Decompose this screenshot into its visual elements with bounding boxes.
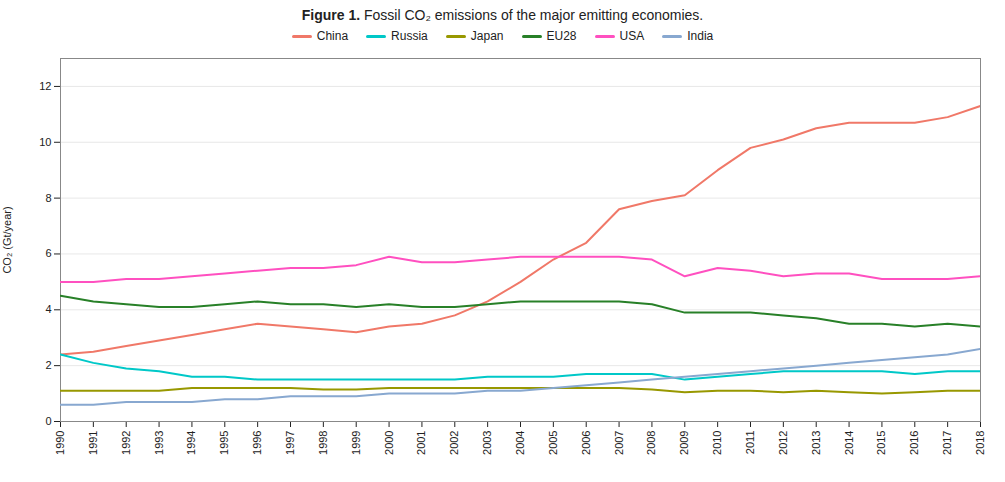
svg-text:1998: 1998	[317, 431, 329, 455]
svg-text:10: 10	[39, 136, 51, 148]
html-text:Japan: Japan	[470, 29, 504, 43]
svg-text:1990: 1990	[54, 431, 66, 455]
svg-text:1992: 1992	[120, 431, 132, 455]
svg-text:2012: 2012	[777, 431, 789, 455]
svg-text:2014: 2014	[843, 431, 855, 455]
svg-text:2011: 2011	[744, 431, 756, 455]
svg-text:1999: 1999	[350, 431, 362, 455]
svg-text:2005: 2005	[547, 431, 559, 455]
svg-text:2007: 2007	[613, 431, 625, 455]
svg-text:1996: 1996	[251, 431, 263, 455]
html-text:India: India	[687, 29, 714, 43]
svg-text:2009: 2009	[678, 431, 690, 455]
svg-text:2002: 2002	[448, 431, 460, 455]
svg-text:12: 12	[39, 80, 51, 92]
svg-text:CO₂ (Gt/year): CO₂ (Gt/year)	[1, 206, 13, 273]
svg-text:2010: 2010	[711, 431, 723, 455]
svg-text:2006: 2006	[580, 431, 592, 455]
html-text:Figure 1. Fossil CO₂ emissions: Figure 1. Fossil CO₂ emissions of the ma…	[301, 7, 704, 23]
svg-text:2013: 2013	[810, 431, 822, 455]
svg-text:2: 2	[45, 359, 51, 371]
svg-text:4: 4	[45, 303, 51, 315]
svg-text:2018: 2018	[974, 431, 986, 455]
html-text:USA: USA	[619, 29, 645, 43]
svg-text:1994: 1994	[185, 431, 197, 455]
svg-text:1995: 1995	[218, 431, 230, 455]
html-text:China: China	[316, 29, 349, 43]
svg-text:6: 6	[45, 247, 51, 259]
svg-text:2017: 2017	[941, 431, 953, 455]
svg-text:8: 8	[45, 192, 51, 204]
svg-text:2004: 2004	[514, 431, 526, 455]
svg-text:2001: 2001	[415, 431, 427, 455]
svg-text:1991: 1991	[87, 431, 99, 455]
svg-text:2015: 2015	[875, 431, 887, 455]
svg-text:0: 0	[45, 415, 51, 427]
svg-text:2003: 2003	[481, 431, 493, 455]
html-text:EU28: EU28	[546, 29, 577, 43]
svg-text:2008: 2008	[645, 431, 657, 455]
svg-text:2016: 2016	[908, 431, 920, 455]
html-text:Russia: Russia	[391, 29, 428, 43]
svg-text:1993: 1993	[153, 431, 165, 455]
svg-text:1997: 1997	[284, 431, 296, 455]
svg-text:2000: 2000	[383, 431, 395, 455]
